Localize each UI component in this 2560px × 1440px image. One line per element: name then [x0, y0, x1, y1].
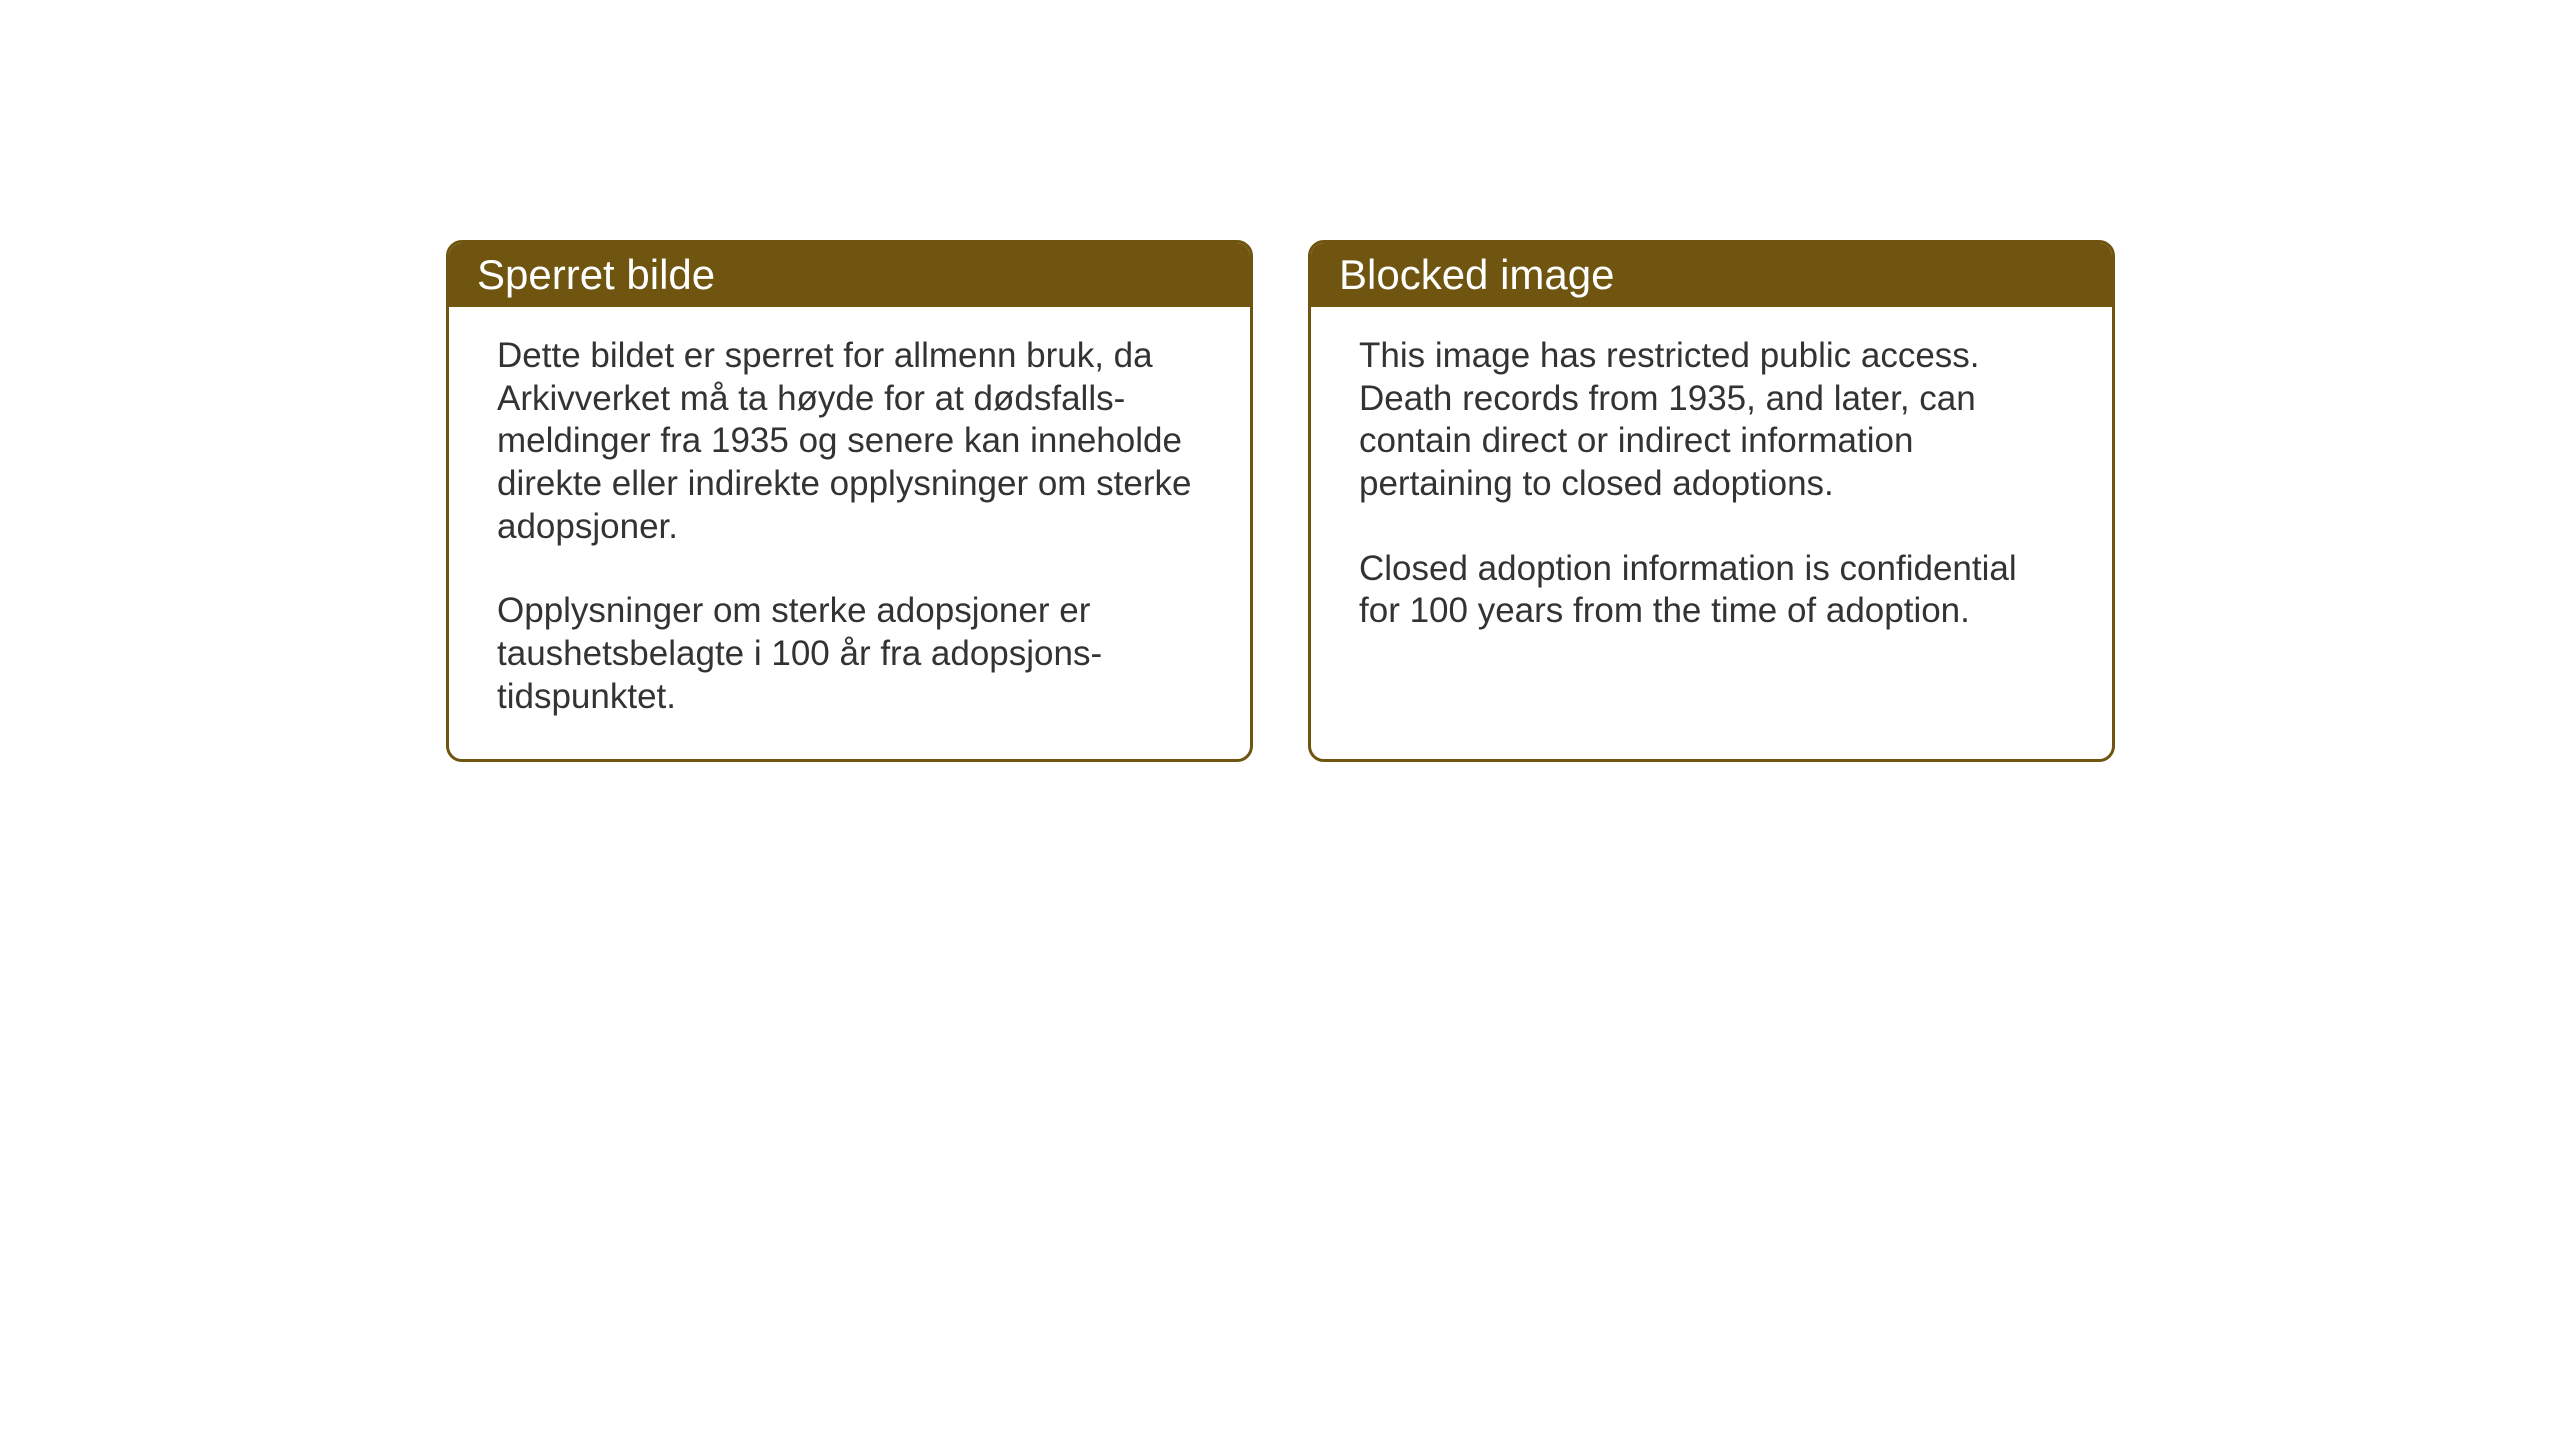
- card-title-norwegian: Sperret bilde: [477, 251, 715, 298]
- card-header-english: Blocked image: [1311, 243, 2112, 307]
- card-paragraph-norwegian-2: Opplysninger om sterke adopsjoner er tau…: [497, 590, 1202, 718]
- card-paragraph-norwegian-1: Dette bildet er sperret for allmenn bruk…: [497, 335, 1202, 548]
- card-header-norwegian: Sperret bilde: [449, 243, 1250, 307]
- card-paragraph-english-1: This image has restricted public access.…: [1359, 335, 2064, 506]
- notice-card-english: Blocked image This image has restricted …: [1308, 240, 2115, 762]
- card-paragraph-english-2: Closed adoption information is confident…: [1359, 548, 2064, 633]
- card-body-norwegian: Dette bildet er sperret for allmenn bruk…: [449, 307, 1250, 759]
- notice-card-norwegian: Sperret bilde Dette bildet er sperret fo…: [446, 240, 1253, 762]
- notice-container: Sperret bilde Dette bildet er sperret fo…: [446, 240, 2115, 762]
- card-body-english: This image has restricted public access.…: [1311, 307, 2112, 673]
- card-title-english: Blocked image: [1339, 251, 1614, 298]
